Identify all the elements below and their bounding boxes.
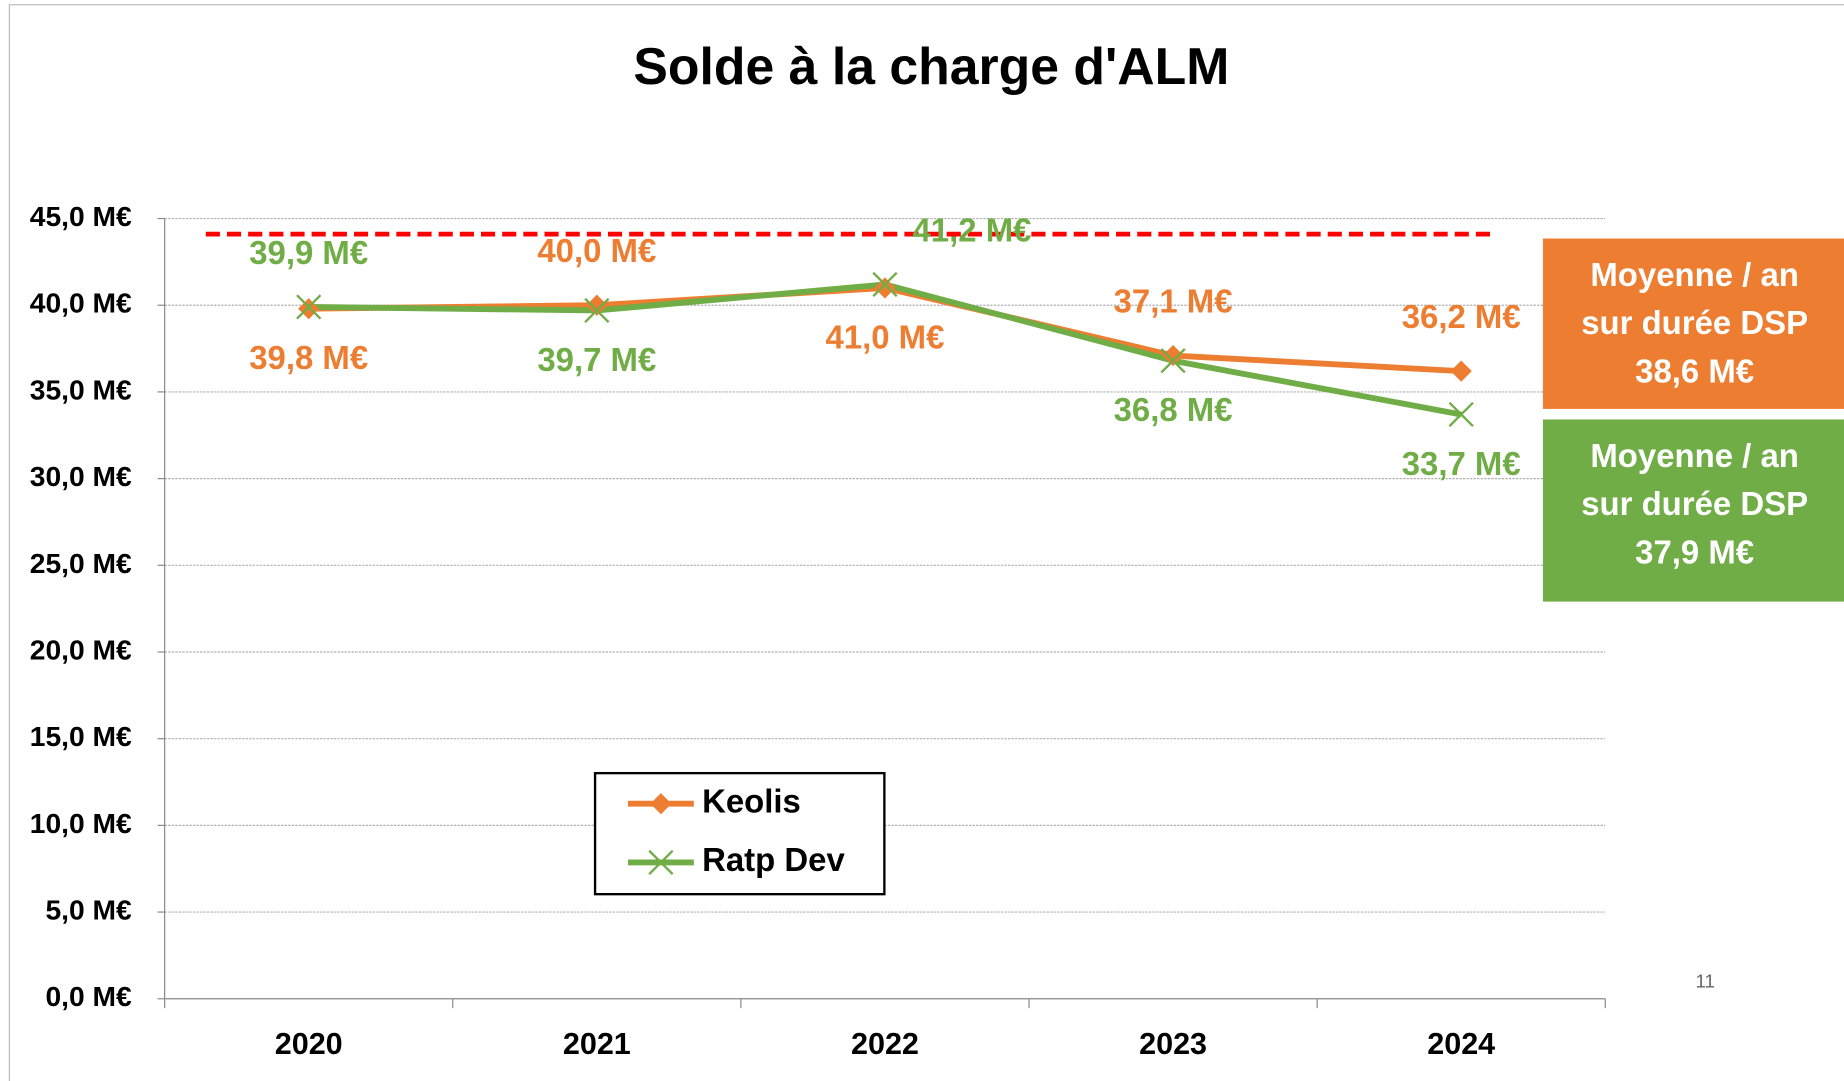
data-label: 37,1 M€ xyxy=(1114,283,1233,320)
y-tick-label: 25,0 M€ xyxy=(30,547,132,579)
y-tick-label: 20,0 M€ xyxy=(30,633,132,665)
legend-box xyxy=(593,771,886,896)
marker xyxy=(1162,344,1184,367)
y-tick-label: 15,0 M€ xyxy=(30,720,132,752)
data-label: 39,8 M€ xyxy=(249,339,368,376)
annotation-text: Moyenne / an xyxy=(1590,437,1799,474)
x-tick-label: 2022 xyxy=(851,1027,919,1061)
marker xyxy=(1450,360,1472,382)
y-tick-label: 30,0 M€ xyxy=(30,460,132,492)
data-label: 36,8 M€ xyxy=(1114,391,1233,428)
data-label: 33,7 M€ xyxy=(1402,445,1521,482)
legend-label: Ratp Dev xyxy=(702,841,845,878)
x-tick-label: 2020 xyxy=(275,1027,343,1061)
y-tick-label: 35,0 M€ xyxy=(30,373,132,405)
data-label: 41,0 M€ xyxy=(825,318,944,355)
x-tick-label: 2021 xyxy=(563,1027,631,1061)
marker xyxy=(586,294,608,316)
marker xyxy=(872,271,898,298)
page-number: 11 xyxy=(1695,970,1715,991)
data-label: 39,9 M€ xyxy=(249,234,368,271)
marker xyxy=(296,294,322,320)
marker xyxy=(874,277,896,299)
y-tick-label: 10,0 M€ xyxy=(30,807,132,839)
y-tick-label: 5,0 M€ xyxy=(45,894,132,926)
annotation-text: 37,9 M€ xyxy=(1635,533,1754,570)
marker xyxy=(1160,348,1186,374)
legend-label: Keolis xyxy=(702,782,801,819)
y-tick-label: 45,0 M€ xyxy=(30,200,132,232)
marker xyxy=(298,298,320,320)
marker xyxy=(584,297,610,324)
annotation-box xyxy=(1542,238,1844,409)
marker xyxy=(648,849,674,876)
annotation-text: sur durée DSP xyxy=(1581,304,1808,341)
data-label: 36,2 M€ xyxy=(1402,298,1521,335)
y-tick-label: 40,0 M€ xyxy=(30,287,132,319)
x-tick-label: 2024 xyxy=(1427,1027,1495,1061)
data-label: 41,2 M€ xyxy=(913,211,1032,248)
annotation-text: 38,6 M€ xyxy=(1635,352,1754,389)
frame xyxy=(8,4,1844,1081)
annotation-box xyxy=(1542,419,1844,602)
chart-title: Solde à la charge d'ALM xyxy=(633,37,1229,95)
y-tick-label: 0,0 M€ xyxy=(45,980,132,1012)
annotation-text: Moyenne / an xyxy=(1590,256,1799,293)
marker xyxy=(1448,401,1474,428)
data-label: 39,7 M€ xyxy=(537,341,656,378)
data-label: 40,0 M€ xyxy=(537,232,656,269)
annotation-text: sur durée DSP xyxy=(1581,485,1808,522)
x-tick-label: 2023 xyxy=(1139,1027,1207,1061)
